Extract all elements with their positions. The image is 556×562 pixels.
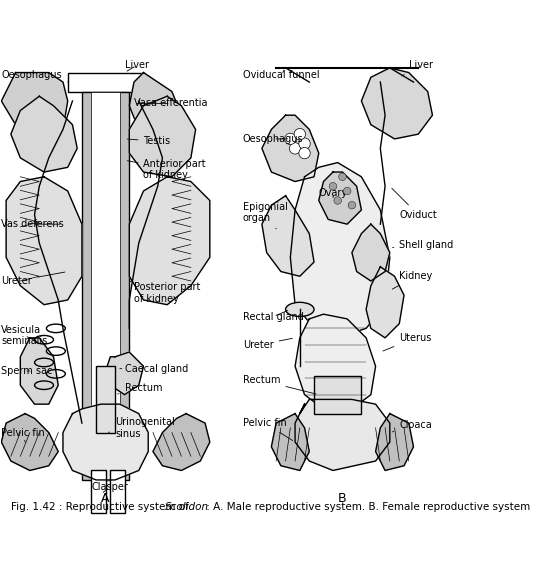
Polygon shape	[319, 172, 361, 224]
Polygon shape	[361, 68, 433, 139]
Circle shape	[344, 187, 351, 195]
Text: B: B	[338, 492, 347, 505]
Bar	[96, 366, 115, 433]
Polygon shape	[21, 338, 58, 404]
Text: Vas deferens: Vas deferens	[1, 219, 64, 229]
Polygon shape	[295, 400, 390, 470]
Text: Oesophagus: Oesophagus	[243, 134, 304, 144]
Text: Cloaca: Cloaca	[393, 420, 432, 432]
Text: Ureter: Ureter	[243, 338, 292, 350]
Text: Pelvic fin: Pelvic fin	[1, 428, 45, 442]
Text: Rectal gland: Rectal gland	[243, 310, 304, 321]
Text: : A. Male reproductive system. B. Female reproductive system: : A. Male reproductive system. B. Female…	[203, 502, 530, 512]
Polygon shape	[6, 177, 82, 305]
Text: Clasper: Clasper	[91, 482, 128, 492]
Text: Fig. 1.42 : Reproductive system of: Fig. 1.42 : Reproductive system of	[11, 502, 192, 512]
Polygon shape	[1, 414, 58, 470]
Text: Liver: Liver	[402, 61, 433, 76]
Bar	[82, 92, 130, 480]
Polygon shape	[63, 404, 148, 480]
Polygon shape	[352, 224, 390, 281]
Text: Urinogenital
sinus: Urinogenital sinus	[108, 417, 175, 439]
Circle shape	[294, 129, 305, 140]
Text: Pelvic fin: Pelvic fin	[243, 418, 292, 441]
Polygon shape	[106, 352, 143, 395]
Text: Oviducal funnel: Oviducal funnel	[243, 70, 320, 80]
Polygon shape	[376, 414, 414, 470]
Polygon shape	[130, 96, 196, 177]
Polygon shape	[262, 115, 319, 182]
Text: Anterior part
of kidney: Anterior part of kidney	[127, 159, 206, 180]
Polygon shape	[1, 72, 68, 139]
Bar	[110, 470, 125, 513]
Polygon shape	[130, 72, 181, 139]
Text: Testis: Testis	[127, 136, 171, 146]
Text: Posterior part
of kidney: Posterior part of kidney	[130, 281, 200, 303]
Text: Oviduct: Oviduct	[392, 188, 437, 220]
Circle shape	[334, 197, 341, 204]
Polygon shape	[271, 414, 309, 470]
Text: Uterus: Uterus	[383, 333, 431, 351]
Circle shape	[299, 147, 310, 159]
Circle shape	[289, 143, 301, 154]
Text: Kidney: Kidney	[392, 271, 433, 289]
Circle shape	[285, 133, 296, 144]
Text: Vasa efferentia: Vasa efferentia	[134, 98, 207, 108]
Bar	[91, 92, 120, 480]
Text: Liver: Liver	[125, 61, 148, 71]
Text: Sperm sac: Sperm sac	[1, 366, 53, 376]
Text: Vesicula
seminalis: Vesicula seminalis	[1, 325, 48, 346]
Text: A: A	[101, 492, 110, 505]
Text: Caecal gland: Caecal gland	[120, 364, 188, 374]
Bar	[91, 470, 106, 513]
Polygon shape	[290, 162, 390, 338]
Circle shape	[339, 173, 346, 180]
Text: Rectum: Rectum	[118, 383, 162, 394]
Circle shape	[348, 201, 356, 209]
Text: Rectum: Rectum	[243, 375, 316, 394]
Circle shape	[329, 183, 337, 190]
Circle shape	[299, 138, 310, 149]
Polygon shape	[295, 314, 376, 409]
Polygon shape	[153, 414, 210, 470]
Bar	[314, 376, 361, 414]
Polygon shape	[262, 196, 314, 277]
Polygon shape	[366, 267, 404, 338]
Polygon shape	[130, 177, 210, 305]
Text: Oesophagus: Oesophagus	[1, 70, 68, 82]
Text: Ureter: Ureter	[1, 272, 65, 286]
Polygon shape	[11, 96, 77, 172]
Ellipse shape	[286, 302, 314, 316]
Text: Scolidon: Scolidon	[165, 502, 209, 512]
Text: Ovary: Ovary	[319, 188, 348, 198]
Text: Epigonial
organ: Epigonial organ	[243, 202, 288, 229]
Text: Shell gland: Shell gland	[393, 241, 454, 251]
